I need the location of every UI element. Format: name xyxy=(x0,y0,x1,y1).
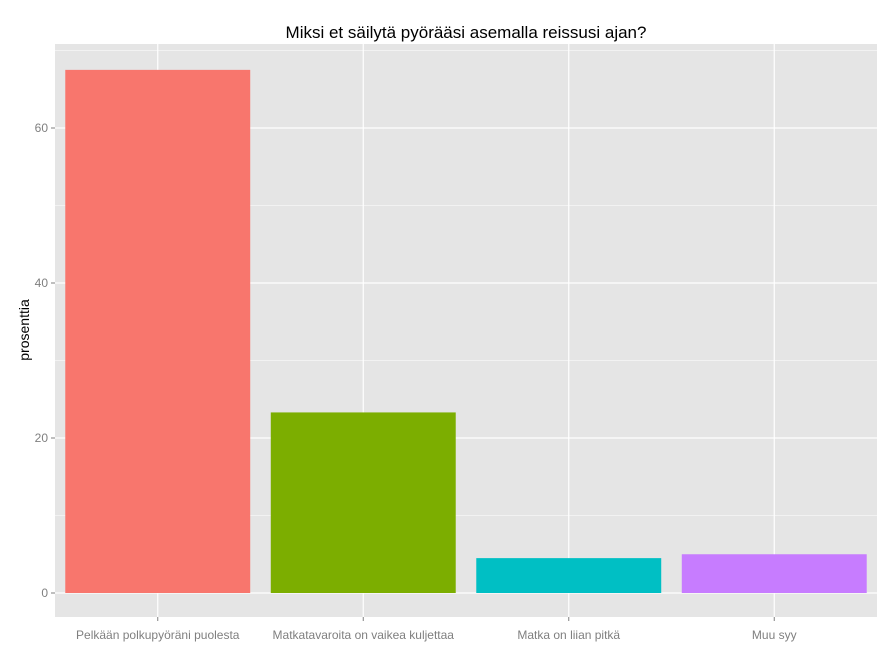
x-axis: Pelkään polkupyöräni puolesta Matkatavaro… xyxy=(76,617,797,642)
x-tick-label: Muu syy xyxy=(752,628,797,642)
bar xyxy=(476,558,662,593)
bar xyxy=(270,412,456,593)
y-axis-label: prosenttia xyxy=(16,299,32,361)
y-tick-label: 20 xyxy=(35,431,49,445)
bar xyxy=(65,69,251,593)
y-tick-label: 60 xyxy=(35,121,49,135)
bar xyxy=(681,554,867,593)
x-tick-label: Matka on liian pitkä xyxy=(517,628,620,642)
bars xyxy=(65,69,867,593)
y-tick-label: 40 xyxy=(35,276,49,290)
y-tick-label: 0 xyxy=(41,586,48,600)
x-tick-label: Pelkään polkupyöräni puolesta xyxy=(76,628,240,642)
chart-title: Miksi et säilytä pyörääsi asemalla reiss… xyxy=(286,23,647,42)
x-tick-label: Matkatavaroita on vaikea kuljettaa xyxy=(273,628,455,642)
y-axis: 0 20 40 60 xyxy=(35,121,55,600)
